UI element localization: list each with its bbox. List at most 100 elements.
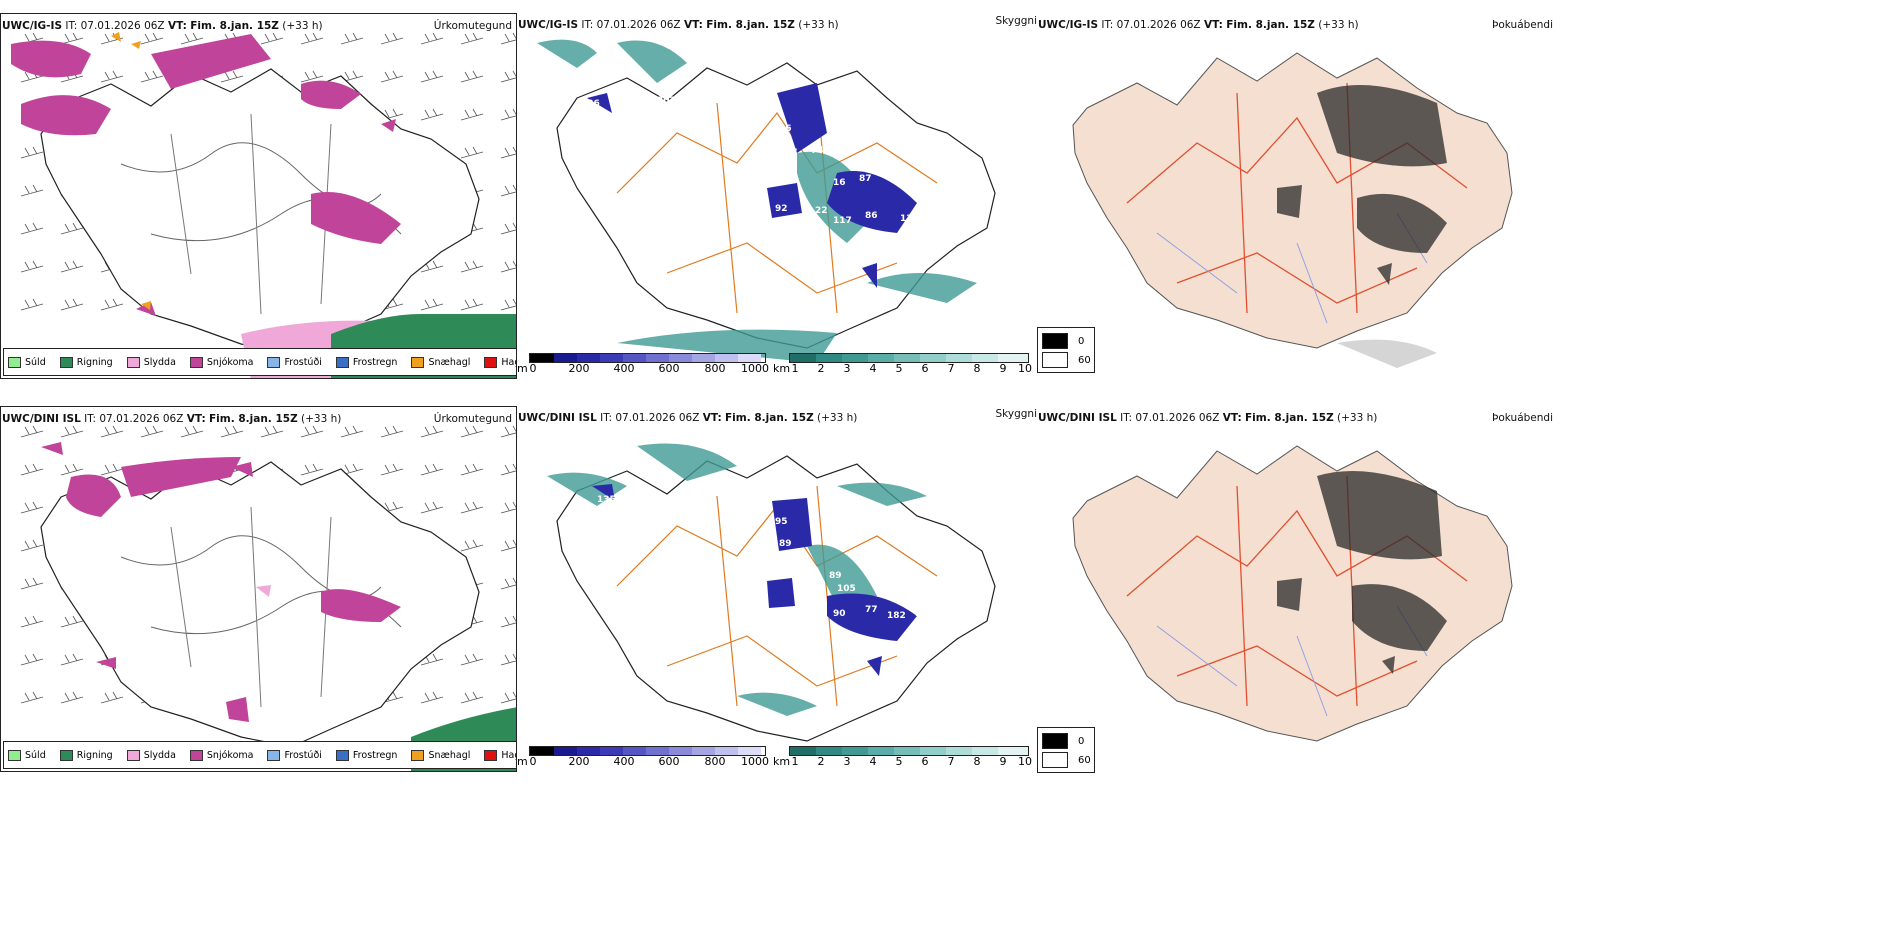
wind-barb-icon [100,463,124,476]
wind-barb-icon [20,691,44,704]
wind-barb-icon [100,691,124,704]
precip-map-top [11,32,516,378]
precip-title-bottom: Úrkomutegund [433,413,512,425]
legend-item: Snjókoma [189,356,253,368]
visibility-panel-bottom: 135 95 89 89 105 90 77 182 93 132 UWC/DI… [517,406,1037,772]
legend-item: Snæhagl [411,356,470,368]
legend-item: Rigning [59,749,113,761]
wind-barb-icon [420,463,444,476]
wind-barb-icon [20,184,44,197]
wind-barb-icon [500,463,516,476]
ceiling-colorbar-top: m 0 200 400 600 800 1000 [517,353,772,375]
svg-text:86: 86 [865,211,878,221]
wind-barb-icon [420,32,444,45]
precip-title-top: Úrkomutegund [433,20,512,32]
legend-item: Snæhagl [411,749,470,761]
legend-item: Slydda [126,356,176,368]
wind-barb-icon [340,32,364,45]
wind-barb-icon [500,222,516,235]
fog-panel-top: UWC/IG-IS IT: 07.01.2026 06Z VT: Fim. 8.… [1037,13,1557,379]
wind-barb-icon [500,653,516,666]
wind-barb-icon [380,463,404,476]
fog-title-bottom: Þokuábendi [1492,412,1553,424]
wind-barb-icon [500,539,516,552]
svg-text:96: 96 [779,124,792,134]
wind-barb-icon [180,425,204,438]
wind-barb-icon [60,222,84,235]
wind-barb-icon [300,463,324,476]
svg-text:89: 89 [829,571,842,581]
svg-text:77: 77 [865,605,878,615]
wind-barb-icon [60,298,84,311]
svg-text:93: 93 [915,609,928,619]
wind-barb-icon [420,501,444,514]
wind-barb-icon [20,146,44,159]
precip-map-bottom [20,425,516,771]
svg-text:436: 436 [581,99,600,109]
wind-barb-icon [420,70,444,83]
svg-text:16: 16 [833,178,846,188]
svg-text:95: 95 [775,517,788,527]
wind-barb-icon [500,108,516,121]
visibility-colorbar-bottom: km 1 2 3 4 5 6 7 8 9 10 [773,746,1033,768]
wind-barb-icon [100,298,124,311]
ceiling-colorbar-bottom: m 0 200 400 600 800 1000 [517,746,772,768]
wind-barb-icon [500,260,516,273]
wind-barb-icon [500,577,516,590]
header-bottom-fog: UWC/DINI ISL IT: 07.01.2026 06Z VT: Fim.… [1038,412,1378,424]
wind-barb-icon [460,146,484,159]
wind-barb-icon [20,653,44,666]
svg-text:113: 113 [915,218,934,228]
wind-barb-icon [420,108,444,121]
wind-barb-icon [460,463,484,476]
fog-title-top: Þokuábendi [1492,19,1553,31]
wind-barb-icon [500,691,516,704]
wind-barb-icon [140,425,164,438]
wind-barb-icon [300,425,324,438]
legend-item: Haglél [484,749,516,761]
wind-barb-icon [60,463,84,476]
wind-barb-icon [380,70,404,83]
svg-text:132: 132 [732,591,751,601]
wind-barb-icon [260,32,284,45]
svg-text:135: 135 [597,495,616,505]
wind-barb-icon [500,425,516,438]
wind-barb-icon [500,184,516,197]
wind-barb-icon [460,32,484,45]
visibility-title-top: Skyggni [995,15,1038,27]
wind-barb-icon [460,539,484,552]
wind-barb-icon [60,32,84,45]
wind-barb-icon [460,653,484,666]
wind-barb-icon [500,146,516,159]
wind-barb-icon [420,298,444,311]
wind-barb-icon [140,70,164,83]
wind-barb-icon [420,425,444,438]
svg-text:117: 117 [833,216,852,226]
iceland-outline [40,461,480,748]
svg-text:182: 182 [887,611,906,621]
wind-barb-icon [60,260,84,273]
legend-item: Frostúði [267,356,322,368]
visibility-colorbar-top: km 1 2 3 4 5 6 7 8 9 10 [773,353,1033,375]
visibility-map-top: 436 302 96 74 77 87 92 117 86 133 22 113… [537,39,996,363]
wind-barb-icon [60,691,84,704]
precip-panel-top: UWC/IG-IS IT: 07.01.2026 06Z VT: Fim. 8.… [0,13,517,379]
wind-barb-icon [380,32,404,45]
visibility-title-bottom: Skyggni [995,408,1038,420]
precip-legend-top: Súld Rigning Slydda Snjókoma Frostúði Fr… [3,348,516,376]
wind-barb-icon [140,32,164,45]
wind-barb-icon [380,425,404,438]
wind-barb-icon [500,298,516,311]
legend-item: Súld [8,356,46,368]
header-top-fog: UWC/IG-IS IT: 07.01.2026 06Z VT: Fim. 8.… [1038,19,1359,31]
wind-barb-icon [20,577,44,590]
svg-text:92: 92 [775,204,788,214]
wind-barb-icon [300,70,324,83]
wind-barb-icon [60,425,84,438]
wind-barb-icon [60,653,84,666]
wind-barb-icon [300,32,324,45]
fog-panel-bottom: UWC/DINI ISL IT: 07.01.2026 06Z VT: Fim.… [1037,406,1557,772]
wind-barb-icon [60,615,84,628]
precip-legend-bottom: Súld Rigning Slydda Snjókoma Frostúði Fr… [3,741,516,769]
wind-barb-icon [420,691,444,704]
